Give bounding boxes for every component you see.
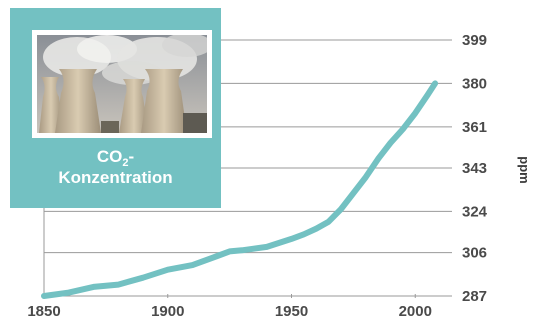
inset-title-subscript: 2 xyxy=(122,157,129,169)
x-tick-label: 1850 xyxy=(27,303,60,320)
x-axis-ticks: 1850 1900 1950 2000 xyxy=(27,294,432,320)
series-layer xyxy=(41,80,439,299)
power-plant-photo xyxy=(32,30,212,138)
x-tick-label: 1900 xyxy=(151,303,184,320)
cooling-tower-illustration xyxy=(37,35,207,133)
y-axis-ticks: 287 306 324 343 361 380 399 xyxy=(462,32,488,305)
y-tick-label: 306 xyxy=(462,245,487,262)
x-tick-label: 1950 xyxy=(275,303,308,320)
inset-title-prefix: CO xyxy=(96,147,123,166)
inset-title-suffix: - xyxy=(128,147,135,166)
y-tick-label: 399 xyxy=(462,32,487,49)
co2-concentration-line xyxy=(41,80,439,299)
y-tick-label: 324 xyxy=(462,203,488,220)
inset-title: CO2- Konzentration xyxy=(10,146,221,188)
y-tick-label: 380 xyxy=(462,75,487,92)
y-tick-label: 343 xyxy=(462,160,487,177)
y-tick-label: 287 xyxy=(462,288,487,305)
inset-title-line2: Konzentration xyxy=(58,168,173,187)
x-tick-label: 2000 xyxy=(399,303,432,320)
co2-inset-panel: CO2- Konzentration xyxy=(10,8,221,208)
y-tick-label: 361 xyxy=(462,119,487,136)
y-axis-unit-label: ppm xyxy=(517,156,532,183)
